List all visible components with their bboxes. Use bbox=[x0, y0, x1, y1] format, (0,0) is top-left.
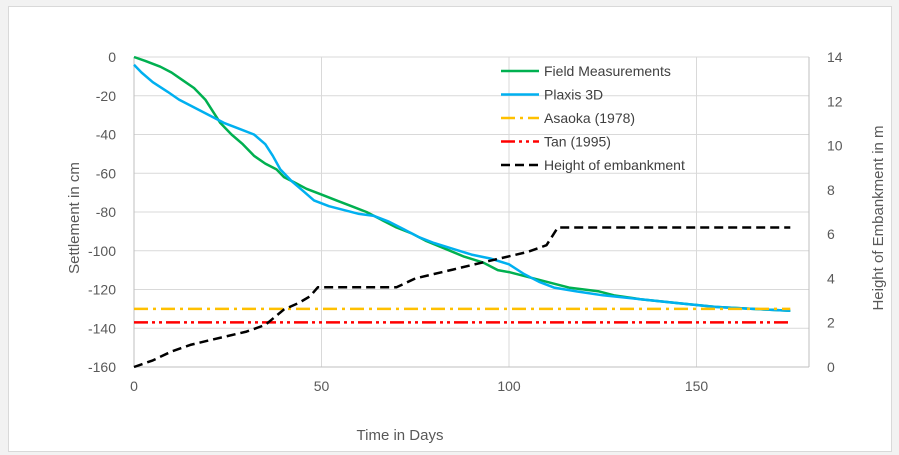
x-tick-label: 150 bbox=[685, 378, 709, 394]
x-tick-label: 100 bbox=[497, 378, 521, 394]
chart-svg: 0 50 100 1500-20-40-60-80-100-120-140-16014… bbox=[66, 49, 887, 444]
y-tick-label: -140 bbox=[88, 320, 116, 336]
x-tick-label: 0 bbox=[130, 378, 138, 394]
grid bbox=[133, 56, 809, 368]
y-tick-label: -40 bbox=[96, 127, 116, 143]
y-tick-label: -60 bbox=[96, 165, 116, 181]
series-line-field-measurements bbox=[133, 55, 791, 313]
y-tick-label: -20 bbox=[96, 88, 116, 104]
y-tick-label: -160 bbox=[88, 359, 116, 375]
y2-tick-label: 4 bbox=[827, 270, 835, 286]
legend-label-field-measurements: Field Measurements bbox=[544, 63, 671, 79]
x-tick-label: 50 bbox=[314, 378, 330, 394]
legend-label-asaoka-1978: Asaoka (1978) bbox=[544, 110, 635, 126]
series-line-plaxis-3d bbox=[133, 63, 791, 313]
y2-tick-label: 6 bbox=[827, 226, 835, 242]
legend-label-height-of-embankment: Height of embankment bbox=[544, 157, 685, 173]
legend: Field Measurements Plaxis 3D Asaoka (1978)… bbox=[501, 63, 685, 173]
y2-tick-label: 0 bbox=[827, 359, 835, 375]
tick-labels: 0 50 100 1500-20-40-60-80-100-120-140-16014… bbox=[88, 49, 843, 394]
series-group bbox=[133, 55, 791, 369]
y2-tick-label: 14 bbox=[827, 49, 843, 65]
y-tick-label: -100 bbox=[88, 243, 116, 259]
y2-tick-label: 8 bbox=[827, 182, 835, 198]
y-tick-label: 0 bbox=[108, 49, 116, 65]
y-tick-label: -80 bbox=[96, 204, 116, 220]
chart-frame: 0 50 100 150 0 -20 -40 -60 -80 -100 -120 -140 -160 14… bbox=[8, 6, 892, 452]
axes bbox=[133, 57, 810, 368]
y-axis-title: Settlement in cm bbox=[66, 162, 83, 274]
y-tick-label: -120 bbox=[88, 282, 116, 298]
y2-axis-title: Height of Embankment in m bbox=[870, 125, 887, 310]
y2-tick-label: 10 bbox=[827, 138, 843, 154]
series-line-height-of-embankment bbox=[133, 226, 791, 369]
x-axis-title: Time in Days bbox=[357, 427, 444, 444]
legend-label-plaxis-3d: Plaxis 3D bbox=[544, 87, 603, 103]
legend-label-tan-1995: Tan (1995) bbox=[544, 134, 611, 150]
y2-tick-label: 12 bbox=[827, 93, 843, 109]
y2-tick-label: 2 bbox=[827, 315, 835, 331]
